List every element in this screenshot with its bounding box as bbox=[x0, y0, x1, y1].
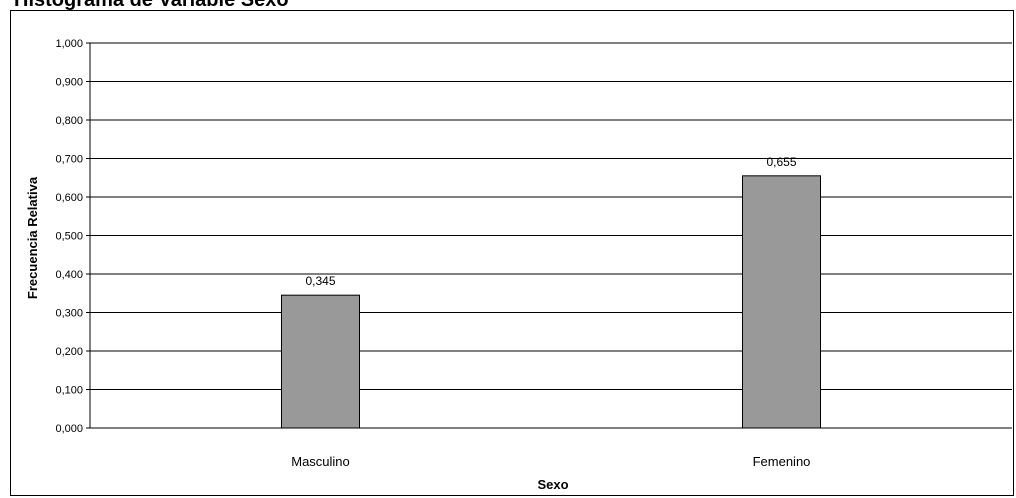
bars bbox=[281, 175, 821, 429]
data-label: 0,345 bbox=[305, 274, 335, 288]
y-tick-label: 0,100 bbox=[55, 385, 83, 397]
labels: 0,000 0,100 0,200 0,300 0,400 0,500 0,600 0,700… bbox=[55, 38, 810, 469]
y-tick-label: 0,900 bbox=[55, 77, 83, 89]
y-axis-title: Frecuencia Relativa bbox=[25, 176, 40, 299]
axes bbox=[86, 42, 1012, 429]
x-category-label: Femenino bbox=[753, 454, 811, 469]
y-tick-label: 0,000 bbox=[55, 423, 83, 435]
y-tick-label: 0,700 bbox=[55, 154, 83, 166]
y-tick-label: 0,500 bbox=[55, 231, 83, 243]
bar-masculino bbox=[281, 294, 360, 429]
y-tick-label: 0,800 bbox=[55, 115, 83, 127]
y-tick-label: 1,000 bbox=[55, 38, 83, 50]
y-tick-label: 0,200 bbox=[55, 346, 83, 358]
data-label: 0,655 bbox=[766, 155, 796, 169]
chart-title: Histograma de Variable Sexo bbox=[14, 0, 289, 11]
gridlines bbox=[90, 42, 1012, 390]
x-category-label: Masculino bbox=[291, 454, 350, 469]
y-tick-label: 0,400 bbox=[55, 269, 83, 281]
bar-femenino bbox=[742, 175, 821, 429]
chart-frame bbox=[10, 10, 1014, 496]
y-tick-label: 0,600 bbox=[55, 192, 83, 204]
y-tick-label: 0,300 bbox=[55, 308, 83, 320]
x-axis-title: Sexo bbox=[537, 477, 568, 492]
